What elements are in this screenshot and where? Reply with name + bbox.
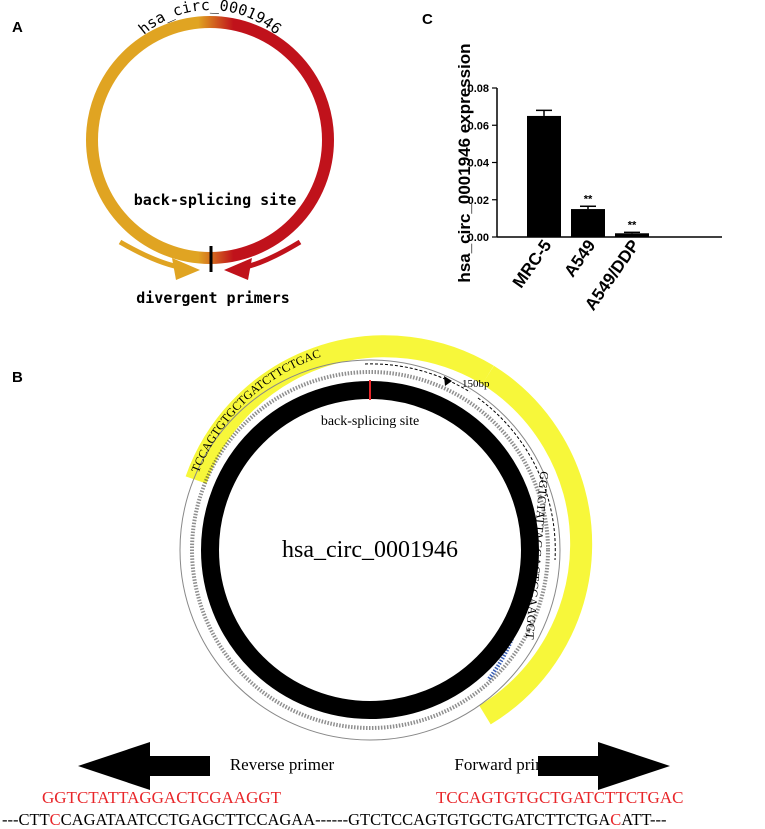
y-tick-label: 0.06 bbox=[468, 120, 489, 132]
circrna-ring bbox=[86, 16, 334, 264]
reverse-primer-sequence: GGTCTATTAGGACTCGAAGGT bbox=[42, 788, 282, 807]
x-tick-label: A549 bbox=[560, 236, 599, 280]
y-tick-label: 0.04 bbox=[468, 158, 490, 170]
panel-a: A hsa_circ_0001946 back-splicing site di… bbox=[12, 0, 334, 307]
x-tick-label: MRC-5 bbox=[509, 236, 555, 291]
reverse-arrow-head bbox=[224, 258, 252, 280]
chart-ylabel: hsa_circ_0001946 expression bbox=[455, 43, 474, 282]
bar bbox=[615, 233, 649, 237]
back-splicing-label-b: back-splicing site bbox=[321, 414, 419, 429]
amplicon-arrow-head bbox=[444, 376, 452, 386]
reverse-primer-arrow bbox=[78, 742, 210, 790]
significance-mark: ** bbox=[584, 193, 593, 205]
panel-c: C hsa_circ_0001946 expression 0.00 0.02 0.… bbox=[422, 11, 722, 314]
y-tick-label: 0.02 bbox=[468, 195, 489, 207]
template-right-pre: GTCTCCAGTGTGCTGATCTTCTGA bbox=[348, 810, 610, 829]
bar-chart: 0.000.020.040.060.08MRC-5**A549**A549/DD… bbox=[468, 83, 722, 314]
sequence-text-ring bbox=[190, 370, 550, 730]
reverse-primer-label: Reverse primer bbox=[230, 755, 335, 774]
forward-arrow-head bbox=[172, 258, 200, 280]
circrna-name-b: hsa_circ_0001946 bbox=[282, 537, 458, 563]
divergent-primers-label: divergent primers bbox=[136, 289, 290, 307]
panel-c-label: C bbox=[422, 11, 433, 28]
template-right-post: ATT--- bbox=[621, 810, 666, 829]
template-left-pre: ---CTT bbox=[2, 810, 50, 829]
bar bbox=[527, 115, 561, 237]
forward-primer-label: Forward primer bbox=[454, 755, 562, 774]
amplicon-label: 150bp bbox=[462, 378, 490, 390]
panel-b: B TCCAGTGTGCTGATCTTCTGAC GGTCTATTAGGACTC… bbox=[2, 335, 683, 829]
template-left-mark: C bbox=[50, 810, 61, 829]
template-right-mark: C bbox=[610, 810, 621, 829]
amplicon-arrow bbox=[364, 363, 471, 393]
panel-a-label: A bbox=[12, 19, 23, 36]
significance-mark: ** bbox=[628, 219, 637, 231]
template-sequence: ---CTTCCAGATAATCCTGAGCTTCCAGAA------GTCT… bbox=[2, 810, 666, 829]
outer-sequence-circle bbox=[179, 359, 561, 741]
panel-b-label: B bbox=[12, 369, 23, 386]
y-tick-label: 0.00 bbox=[468, 232, 489, 244]
bar bbox=[571, 209, 605, 237]
forward-primer-arrow bbox=[538, 742, 670, 790]
highlight-right-band bbox=[479, 365, 593, 725]
y-tick-label: 0.08 bbox=[468, 83, 489, 95]
template-left-post: CAGATAATCCTGAGCTTCCAGAA------ bbox=[61, 810, 348, 829]
back-splicing-label: back-splicing site bbox=[134, 191, 297, 209]
forward-primer-sequence: TCCAGTGTGCTGATCTTCTGAC bbox=[436, 788, 683, 807]
